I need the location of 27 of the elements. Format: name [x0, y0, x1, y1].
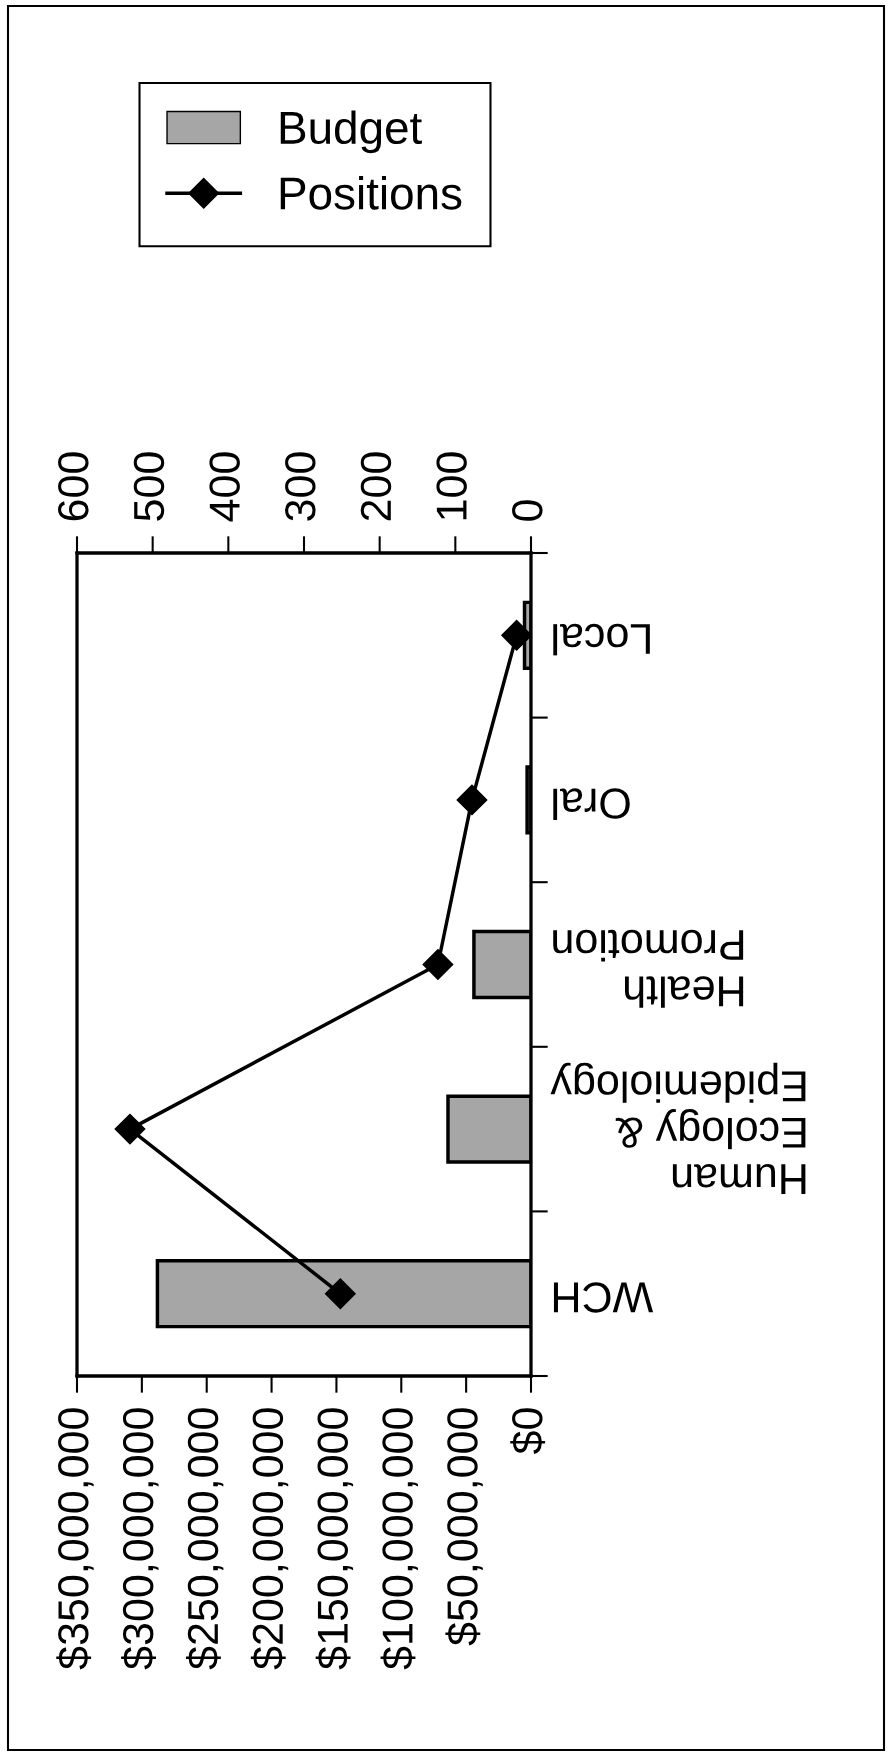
point: [114, 1113, 146, 1145]
x2-tick-label: 0: [512, 500, 543, 521]
point: [422, 949, 454, 980]
x2-tick-label: 500: [133, 452, 165, 521]
x2-tick-label: 300: [285, 452, 316, 521]
x-tick-label: $300,000,000: [121, 1408, 159, 1670]
x-tick-label: $150,000,000: [315, 1408, 354, 1670]
x-tick-label: $100,000,000: [380, 1408, 418, 1670]
x-tick-label: $200,000,000: [250, 1408, 289, 1670]
point: [501, 619, 531, 651]
x-tick-label: $0: [510, 1408, 546, 1454]
y-tick-label: Human Ecology & Epidemiology: [550, 1062, 806, 1194]
y-tick-label: Health Promotion: [553, 929, 744, 1008]
x2-tick-label: 600: [58, 452, 89, 521]
point: [324, 1278, 356, 1310]
x-tick-label: $250,000,000: [185, 1408, 224, 1670]
x2-tick-label: 100: [436, 452, 467, 520]
legend-label: Positions: [280, 176, 462, 210]
x-tick-label: $50,000,000: [445, 1408, 483, 1646]
x-tick-label: $350,000,000: [56, 1408, 94, 1670]
y-tick-label: Oral: [553, 788, 630, 820]
y-tick-label: Local: [553, 623, 650, 656]
legend-label: Budget: [280, 110, 422, 154]
point: [456, 784, 488, 816]
x2-tick-label: 400: [209, 452, 240, 522]
x2-tick-label: 200: [360, 452, 392, 521]
y-tick-label: WCH: [553, 1282, 654, 1313]
